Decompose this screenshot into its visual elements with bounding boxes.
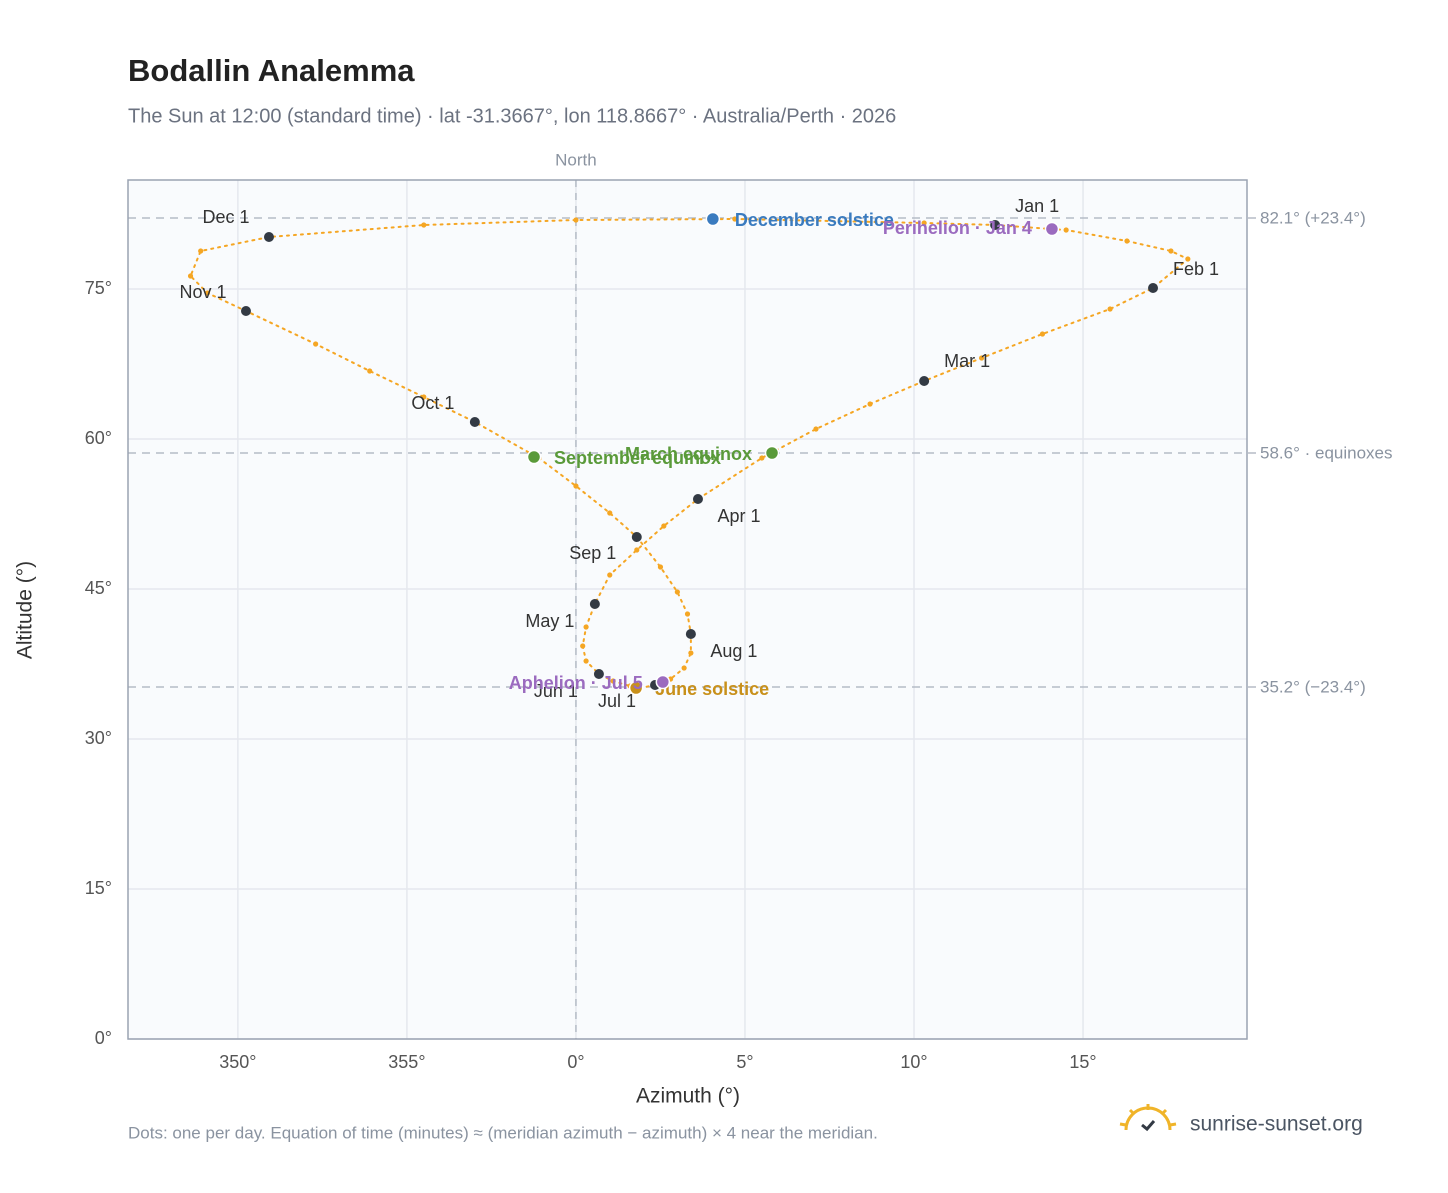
event-dot — [655, 674, 671, 690]
day-dot — [421, 222, 427, 228]
day-dot — [1063, 227, 1069, 233]
day-dot — [661, 523, 667, 529]
x-tick-label: 15° — [1069, 1052, 1096, 1072]
day-dot — [867, 401, 873, 407]
y-tick-label: 0° — [95, 1028, 112, 1048]
y-axis-label: Altitude (°) — [14, 561, 37, 659]
day-dot — [688, 650, 694, 656]
day-dot — [573, 217, 579, 223]
x-tick-label: 0° — [567, 1052, 584, 1072]
day-dot — [1039, 331, 1046, 337]
month-dot — [692, 494, 703, 504]
day-dot — [198, 248, 204, 254]
month-dot — [631, 532, 642, 542]
day-dot — [732, 216, 738, 222]
day-dot — [684, 611, 691, 617]
day-dot — [1107, 306, 1113, 312]
month-label: Jun 1 — [534, 681, 578, 701]
day-dot — [921, 220, 927, 226]
month-dot — [469, 417, 480, 427]
month-label: Dec 1 — [202, 207, 249, 227]
day-dot — [313, 341, 319, 347]
x-tick-label: 350° — [219, 1052, 256, 1072]
day-dot — [610, 678, 616, 684]
month-dot — [990, 220, 1001, 230]
month-dot — [589, 599, 600, 609]
day-dot — [583, 658, 589, 664]
x-tick-label: 10° — [900, 1052, 927, 1072]
event-label: September equinox — [554, 448, 721, 468]
x-tick-label: 5° — [736, 1052, 753, 1072]
month-label: Apr 1 — [717, 506, 760, 526]
event-label: June solstice — [655, 679, 769, 699]
event-dot — [628, 680, 644, 696]
month-label: Feb 1 — [1173, 259, 1219, 279]
month-label: Mar 1 — [944, 351, 990, 371]
event-dot — [705, 211, 721, 227]
y-tick-label: 15° — [85, 878, 112, 898]
x-axis-label: Azimuth (°) — [636, 1085, 740, 1108]
day-dot — [607, 572, 613, 578]
day-dot — [204, 290, 211, 296]
month-dot — [263, 232, 274, 242]
month-label: Aug 1 — [710, 641, 757, 661]
day-dot — [187, 273, 194, 279]
month-dot — [1148, 283, 1159, 293]
month-dot — [919, 376, 930, 386]
chart-title: Bodallin Analemma — [128, 53, 415, 88]
plot-frame — [127, 179, 1248, 1040]
month-dot — [593, 669, 604, 679]
event-label: March equinox — [625, 444, 752, 464]
month-dot — [240, 306, 251, 316]
y-tick-label: 75° — [85, 278, 112, 298]
month-label: Nov 1 — [179, 282, 226, 302]
day-dot — [979, 355, 985, 361]
x-tick-label: 355° — [388, 1052, 425, 1072]
month-label: Jul 1 — [598, 691, 636, 711]
footnote: Dots: one per day. Equation of time (min… — [128, 1123, 878, 1142]
day-dot — [759, 455, 765, 461]
event-dot — [1044, 221, 1060, 237]
brand: sunrise-sunset.org — [1190, 1113, 1363, 1136]
day-dot — [573, 483, 579, 489]
day-dot — [1168, 248, 1174, 254]
y-tick-label: 45° — [85, 578, 112, 598]
y-tick-label: 60° — [85, 428, 112, 448]
chart-subtitle: The Sun at 12:00 (standard time) · lat -… — [128, 105, 896, 127]
event-label: Perihelion · Jan 4 — [883, 218, 1032, 238]
day-dot — [421, 394, 427, 400]
day-dot — [657, 564, 664, 570]
reference-label: 35.2° (−23.4°) — [1260, 677, 1366, 696]
y-tick-label: 30° — [85, 728, 112, 748]
month-label: Sep 1 — [569, 543, 616, 563]
plot-area — [128, 180, 1247, 1039]
day-dot — [813, 426, 819, 432]
day-dot — [1124, 238, 1130, 244]
day-dot — [674, 589, 680, 595]
day-dot — [1185, 256, 1191, 262]
day-dot — [367, 368, 373, 374]
month-label: Jan 1 — [1015, 196, 1059, 216]
brand-logo — [1119, 1104, 1177, 1132]
event-dot — [764, 445, 780, 461]
event-dot — [526, 449, 542, 465]
reference-label: 58.6° · equinoxes — [1260, 443, 1393, 462]
event-label: December solstice — [735, 210, 894, 230]
month-dot — [685, 629, 696, 639]
day-dot — [634, 547, 640, 553]
event-label: Aphelion · Jul 5 — [509, 673, 643, 693]
meridian-label: North — [555, 150, 597, 169]
day-dot — [580, 643, 586, 649]
month-label: May 1 — [525, 611, 574, 631]
day-dot — [681, 665, 687, 671]
day-dot — [583, 624, 589, 630]
month-label: Oct 1 — [411, 393, 454, 413]
day-dot — [607, 510, 613, 516]
reference-label: 82.1° (+23.4°) — [1260, 208, 1366, 227]
